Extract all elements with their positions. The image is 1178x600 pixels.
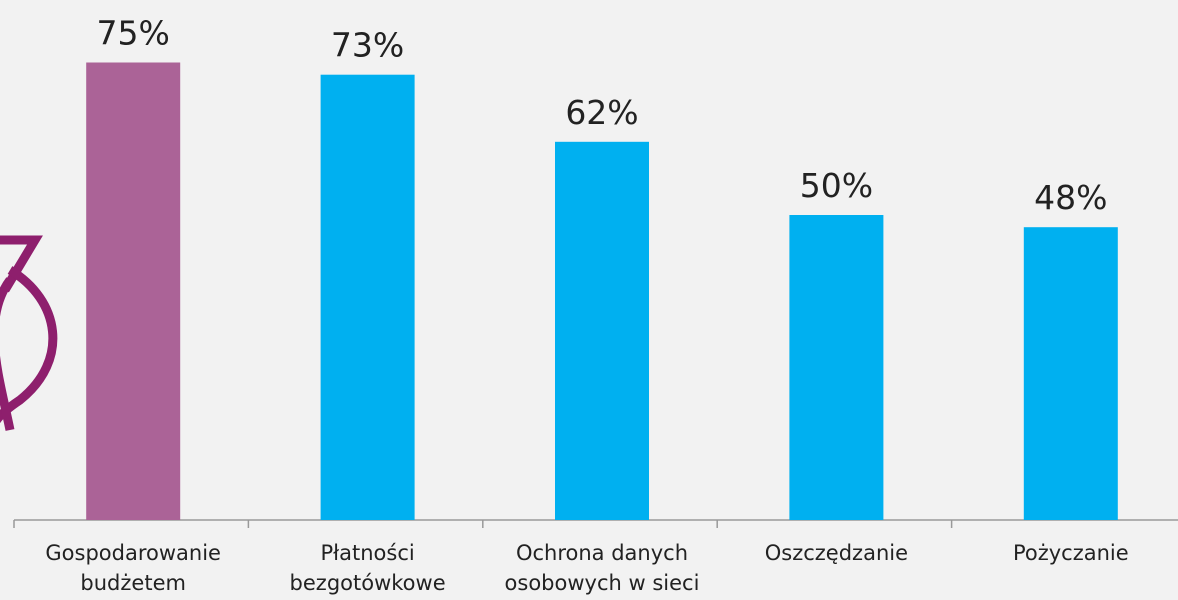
x-tick-label: Pożyczanie — [1012, 541, 1129, 565]
x-tick-label: Ochrona danych osobowych w sieci — [504, 541, 700, 595]
x-tick-label: Gospodarowanie budżetem domowym — [45, 541, 221, 595]
bar — [86, 62, 181, 520]
bar — [320, 74, 415, 520]
decorative-icon — [0, 235, 58, 431]
x-tick-label: Płatności bezgotówkowe — [289, 541, 446, 595]
value-label: 73% — [331, 26, 404, 65]
value-label: 62% — [565, 93, 638, 132]
bar — [789, 215, 884, 520]
bar — [1023, 227, 1118, 520]
bar — [555, 141, 649, 521]
value-label: 50% — [800, 166, 873, 205]
value-label: 75% — [97, 14, 170, 53]
x-tick-label: Oszczędzanie — [764, 541, 909, 565]
value-label: 48% — [1034, 178, 1107, 217]
